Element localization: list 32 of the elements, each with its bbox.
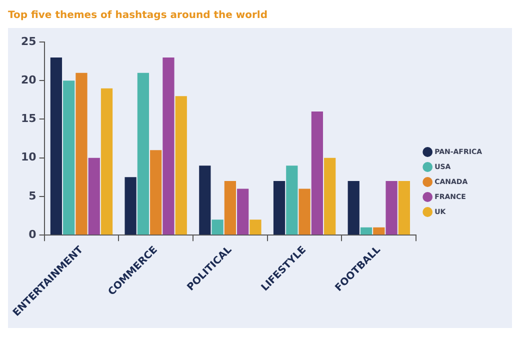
bar — [150, 150, 162, 235]
bar — [175, 96, 187, 235]
bar — [286, 166, 298, 235]
bar — [212, 220, 224, 235]
bar — [88, 158, 100, 235]
bar — [124, 177, 136, 235]
bar — [199, 166, 211, 235]
bar — [162, 57, 174, 235]
bar — [373, 227, 385, 235]
bar — [224, 181, 236, 235]
bar — [311, 112, 324, 235]
bar — [50, 57, 62, 235]
bar — [273, 181, 286, 235]
bar — [386, 181, 398, 235]
y-tick-label: 20 — [20, 73, 37, 86]
bar — [237, 188, 249, 235]
y-tick-label: 15 — [20, 112, 36, 126]
bar — [250, 220, 262, 235]
y-tick-label: 25 — [20, 34, 36, 48]
bar — [398, 181, 410, 235]
bar — [360, 227, 372, 235]
bar — [348, 181, 360, 235]
bar — [298, 188, 310, 235]
bar — [100, 88, 113, 235]
bar — [324, 158, 336, 235]
bar — [76, 72, 88, 235]
bar — [63, 80, 75, 235]
y-tick-label: 0 — [28, 228, 37, 241]
y-tick-label: 10 — [20, 150, 37, 164]
chart-title: Top five themes of hashtags around the world — [8, 9, 268, 23]
bar — [137, 72, 150, 235]
y-tick-label: 5 — [28, 189, 36, 202]
